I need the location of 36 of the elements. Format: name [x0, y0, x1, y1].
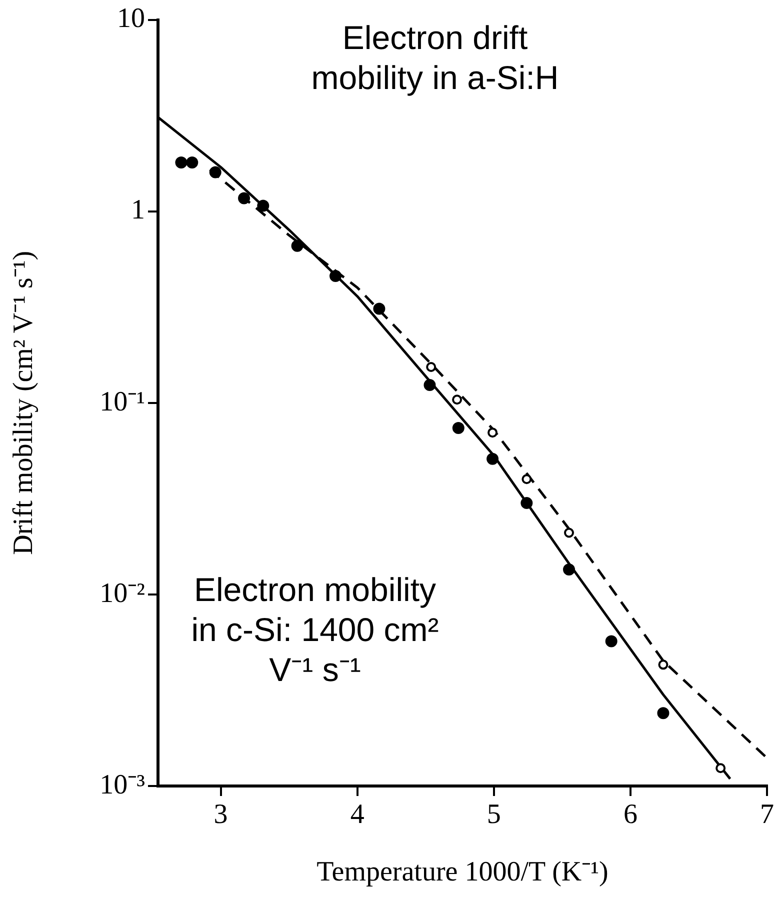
point — [564, 528, 574, 538]
point — [186, 156, 198, 168]
annotation: Electron drift mobility in a-Si:H — [310, 18, 560, 98]
y-tick-label: 1 — [131, 194, 145, 226]
point — [257, 200, 270, 212]
point — [373, 302, 386, 315]
x-tick-label: 5 — [486, 799, 501, 830]
point — [424, 379, 436, 392]
point — [209, 166, 222, 178]
x-tick-label: 7 — [760, 799, 774, 830]
x-tick-label: 6 — [623, 799, 638, 830]
point — [520, 497, 533, 510]
point — [522, 474, 532, 484]
point — [175, 156, 188, 168]
point — [657, 707, 670, 720]
point — [291, 240, 304, 252]
y-axis-title: Drift mobility (cm² V⁻¹ s⁻¹) — [8, 250, 40, 555]
point — [330, 270, 342, 282]
y-tick-label: 10⁻³ — [100, 769, 145, 800]
point — [488, 428, 498, 438]
point — [452, 394, 462, 405]
x-tick-label: 4 — [350, 799, 364, 830]
annotation: Electron mobility in c-Si: 1400 cm² V⁻¹ s⁻¹ — [190, 570, 440, 690]
point — [486, 452, 499, 465]
point — [563, 563, 576, 576]
point — [716, 763, 726, 774]
point — [426, 362, 436, 372]
point — [238, 192, 250, 204]
x-tick-label: 3 — [214, 799, 228, 830]
point — [452, 422, 464, 434]
x-axis-title: Temperature 1000/T (K⁻¹) — [316, 856, 608, 888]
y-tick-label: 10⁻² — [100, 578, 145, 609]
y-tick-label: 10⁻¹ — [100, 386, 145, 418]
y-tick-label: 10 — [117, 3, 145, 34]
point — [658, 660, 668, 670]
point — [605, 635, 618, 648]
